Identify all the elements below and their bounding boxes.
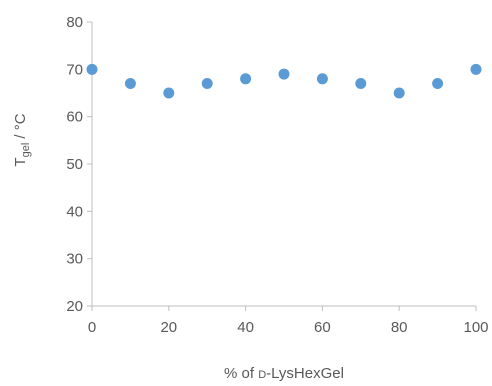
x-tick-label: 60: [314, 319, 331, 336]
y-tick-label: 80: [66, 14, 83, 31]
data-points: [86, 63, 482, 99]
data-point: [124, 78, 136, 90]
y-tick-label: 40: [66, 203, 83, 220]
y-axis-label-main: T: [12, 157, 29, 166]
x-tick-label: 20: [160, 319, 177, 336]
x-tick-labels: 0 20 40 60 80 100: [88, 319, 489, 336]
data-point: [470, 63, 482, 75]
x-tick-label: 80: [391, 319, 408, 336]
x-axis-label-suffix: -LysHexGel: [266, 365, 344, 382]
x-axis-label-smallcaps: d: [258, 365, 266, 382]
data-point: [355, 78, 367, 90]
y-tick-label: 70: [66, 61, 83, 78]
y-axis-label: Tgel / °C: [12, 113, 32, 166]
x-tick-label: 40: [237, 319, 254, 336]
x-tick-label: 0: [88, 319, 96, 336]
data-point: [316, 73, 328, 85]
y-tick-label: 20: [66, 298, 83, 315]
data-point: [201, 78, 213, 90]
y-tick-label: 30: [66, 251, 83, 268]
y-tick-label: 50: [66, 156, 83, 173]
x-axis-label: % of d-LysHexGel: [224, 365, 344, 382]
y-tick-label: 60: [66, 109, 83, 126]
data-point: [393, 87, 405, 99]
y-tick-labels: 20 30 40 50 60 70 80: [66, 14, 83, 315]
data-point: [86, 63, 98, 75]
data-point: [278, 68, 290, 80]
y-axis-label-subscript: gel: [20, 143, 32, 158]
x-axis-label-prefix: % of: [224, 365, 258, 382]
axes: [87, 21, 477, 311]
data-point: [432, 78, 444, 90]
x-tick-label: 100: [463, 319, 488, 336]
data-point: [240, 73, 252, 85]
data-point: [163, 87, 175, 99]
y-axis-label-unit: / °C: [12, 113, 29, 143]
